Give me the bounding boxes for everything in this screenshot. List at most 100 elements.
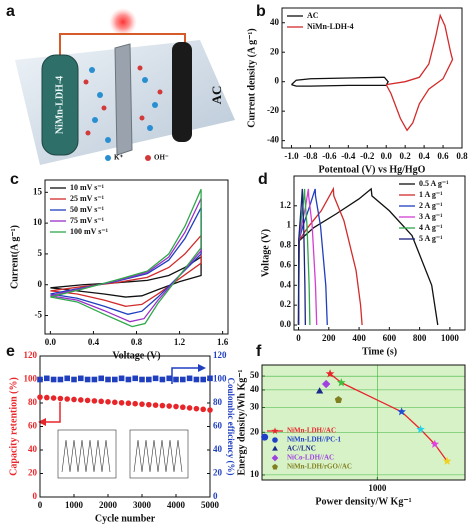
x-tick-label: 0.4 xyxy=(418,151,430,161)
data-point xyxy=(321,379,331,389)
data-point xyxy=(316,387,324,394)
x-tick-label: 2000 xyxy=(99,500,118,510)
legend-label: 3 A g⁻¹ xyxy=(419,212,443,221)
y-tick-label: 80 xyxy=(28,397,38,407)
data-point xyxy=(78,375,84,382)
x-tick-label: 800 xyxy=(413,333,427,343)
y2-tick-label: 80 xyxy=(213,397,223,407)
lamp xyxy=(109,8,137,36)
panel-letter: d xyxy=(258,171,268,188)
electrode-label: NiMn-LDH-4 xyxy=(54,76,65,134)
y2-tick-label: 40 xyxy=(213,444,223,454)
data-point xyxy=(132,375,138,382)
data-point xyxy=(200,376,206,383)
x-tick-label: -0.8 xyxy=(303,151,318,161)
y-tick-label: 40 xyxy=(270,17,280,27)
ldh-electrode xyxy=(41,54,79,156)
arrow xyxy=(44,402,61,423)
data-point xyxy=(112,376,118,383)
legend-label: 100 mV s⁻¹ xyxy=(70,227,109,236)
data-point xyxy=(193,405,200,412)
legend-marker xyxy=(271,454,279,462)
legend-k-dot xyxy=(105,155,111,161)
y-tick-label: 10 xyxy=(33,217,43,227)
y-tick-label: 0 xyxy=(33,491,38,501)
y2-tick-label: 20 xyxy=(213,468,223,478)
x-tick-label: 1.6 xyxy=(217,337,229,347)
data-point xyxy=(57,376,64,383)
data-point xyxy=(64,375,70,382)
schematic: a NiMn-LDH-4 AC K⁺ OH⁻ xyxy=(6,3,235,165)
data-point xyxy=(37,394,43,400)
series-line xyxy=(50,198,202,323)
x-tick-label: 600 xyxy=(383,333,397,343)
panel-letter: a xyxy=(6,3,15,20)
series-line xyxy=(50,207,202,315)
data-point xyxy=(416,424,425,434)
x-tick-label: 1000 xyxy=(441,333,460,343)
electrode-label: AC xyxy=(209,86,224,105)
data-point xyxy=(37,376,43,383)
data-point xyxy=(430,439,440,448)
panel-letter: e xyxy=(6,343,15,360)
data-point xyxy=(159,376,166,383)
data-point xyxy=(91,376,98,383)
y-tick-label: 0.6 xyxy=(280,259,292,269)
inset-curve xyxy=(133,439,183,473)
data-point xyxy=(180,376,186,383)
y-tick-label: 40 xyxy=(28,444,38,454)
legend-label: 1 A g⁻¹ xyxy=(419,190,443,199)
data-point xyxy=(118,399,125,406)
x-tick-label: 5000 xyxy=(201,500,220,510)
data-point xyxy=(71,396,77,403)
plot-frame xyxy=(261,364,466,481)
legend-label: 5 A g⁻¹ xyxy=(419,234,443,243)
y2-tick-label: 0 xyxy=(213,491,218,501)
y-tick-label: 40 xyxy=(250,384,260,394)
y-tick-label: 30 xyxy=(250,402,260,412)
data-point xyxy=(325,369,335,378)
x-tick-label: 400 xyxy=(352,333,366,343)
data-point xyxy=(44,394,50,401)
legend-label: 0.5 A g⁻¹ xyxy=(419,179,449,188)
y-tick-label: 60 xyxy=(28,421,38,431)
y-axis-label: Energy density/Wh Kg⁻¹ xyxy=(236,369,247,475)
series-line xyxy=(297,188,306,326)
data-point xyxy=(50,376,57,383)
y-tick-label: 10 xyxy=(250,469,260,479)
data-point xyxy=(261,433,269,441)
ac-electrode xyxy=(172,42,192,142)
data-point xyxy=(334,395,343,403)
legend-label: AC//LNC xyxy=(287,445,316,453)
y-tick-label: 20 xyxy=(250,426,260,436)
y-tick-label: 0.0 xyxy=(280,319,292,329)
y-tick-label: 100 xyxy=(24,374,38,384)
data-point xyxy=(152,375,159,382)
legend-label: NiMn-LDH//PC-1 xyxy=(287,436,342,444)
data-point xyxy=(166,375,172,382)
y-tick-label: -20 xyxy=(267,105,279,115)
y-axis-label: Capacity retention (%) xyxy=(8,377,19,476)
ion-label: K⁺ xyxy=(114,154,123,162)
data-point xyxy=(125,400,132,407)
series-line xyxy=(50,255,202,298)
legend-label: NiMn-LDH//AC xyxy=(287,427,336,435)
wire xyxy=(59,33,186,58)
y-tick-label: 1.2 xyxy=(280,200,292,210)
x-tick-label: 0 xyxy=(296,333,301,343)
y-tick-label: 20 xyxy=(28,468,38,478)
x-tick-label: -0.4 xyxy=(341,151,356,161)
data-point xyxy=(207,375,213,382)
y2-tick-label: 100 xyxy=(213,374,227,384)
y-tick-label: 5 xyxy=(38,248,43,258)
data-point xyxy=(146,376,152,383)
y2-tick-label: 120 xyxy=(213,350,227,360)
x-tick-label: 0 xyxy=(38,500,43,510)
data-point xyxy=(159,402,166,409)
legend-label: 75 mV s⁻¹ xyxy=(70,216,105,225)
y-tick-label: 0.2 xyxy=(280,299,292,309)
y-tick-label: 0.8 xyxy=(280,240,292,250)
y-tick-label: 20 xyxy=(270,46,280,56)
plot-frame xyxy=(39,355,211,498)
data-point xyxy=(397,407,406,416)
